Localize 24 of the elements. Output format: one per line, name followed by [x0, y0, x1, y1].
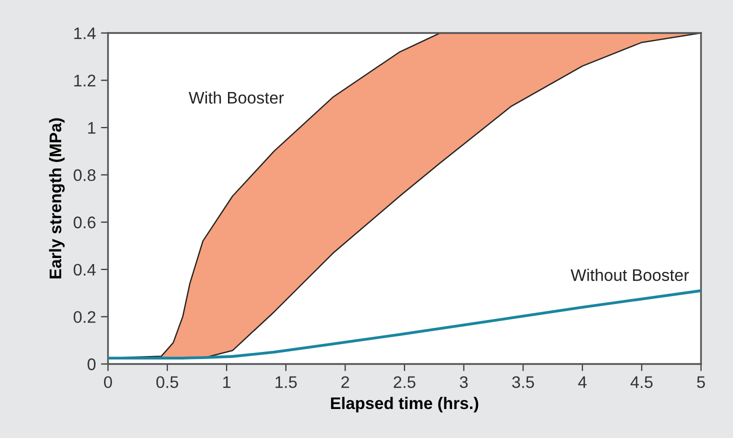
- y-tick-label: 0: [88, 358, 96, 370]
- x-tick-label: 2.5: [394, 376, 416, 388]
- series-label: With Booster: [188, 91, 284, 104]
- series-label: Without Booster: [570, 268, 689, 281]
- x-tick-label: 0.5: [156, 376, 178, 388]
- x-tick-label: 4: [578, 376, 587, 388]
- x-tick-label: 4.5: [630, 376, 653, 388]
- x-axis-title: Elapsed time (hrs.): [331, 396, 478, 412]
- y-tick-label: 0.2: [74, 311, 96, 323]
- y-axis-title: Early strength (MPa): [49, 118, 65, 278]
- y-tick-label: 0.6: [74, 216, 96, 228]
- x-tick-label: 3: [460, 376, 468, 388]
- x-tick-label: 5: [697, 376, 705, 388]
- x-tick-label: 0: [104, 376, 112, 388]
- y-tick-label: 1.4: [74, 28, 96, 40]
- y-tick-label: 0.4: [74, 264, 96, 276]
- line-series: [108, 289, 701, 360]
- y-tick-label: 0.8: [74, 169, 96, 182]
- x-tick-label: 1.5: [276, 376, 297, 388]
- y-tick-label: 1: [88, 122, 96, 134]
- y-tick-label: 1.2: [74, 74, 96, 86]
- x-tick-label: 2: [341, 376, 349, 388]
- x-tick-label: 3.5: [512, 376, 534, 388]
- x-tick-label: 1: [223, 376, 230, 388]
